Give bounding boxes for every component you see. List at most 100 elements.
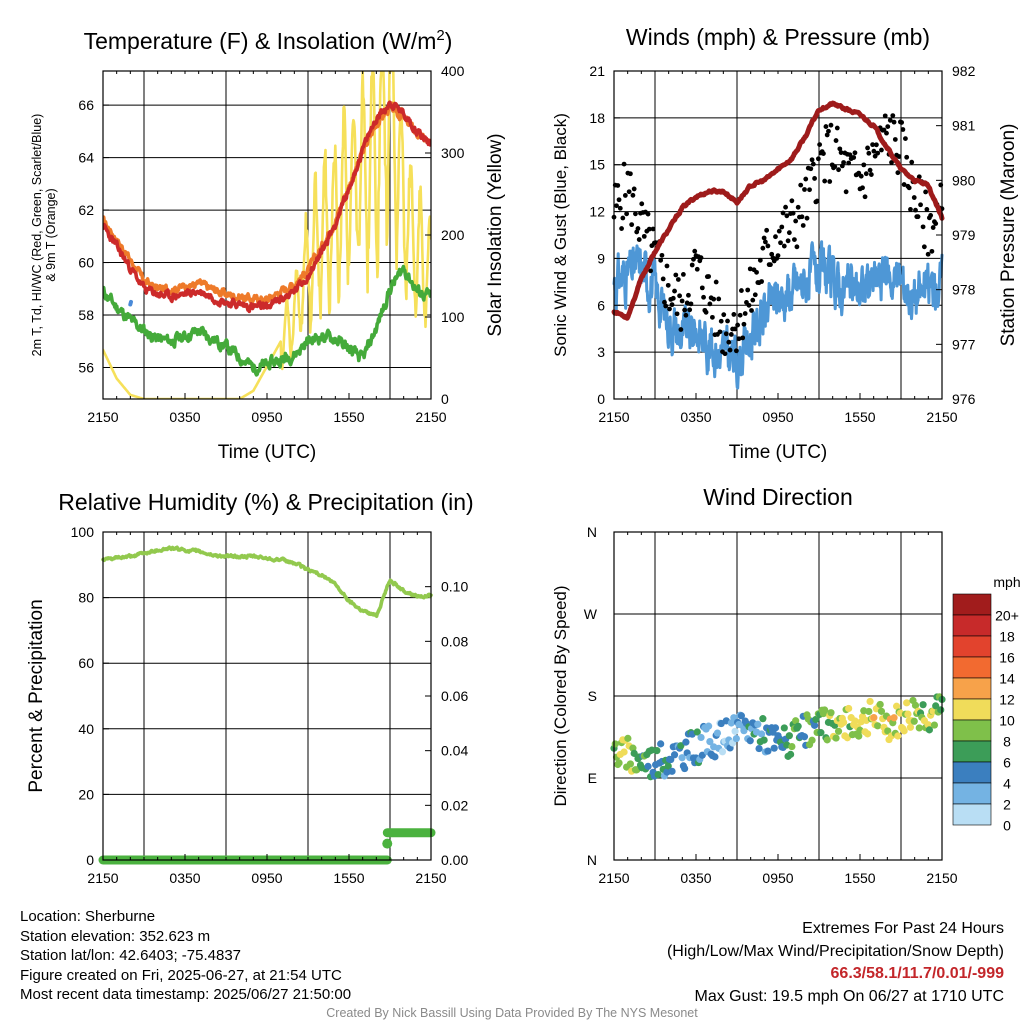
gust-point bbox=[930, 225, 936, 230]
gust-point bbox=[703, 309, 709, 315]
y2-tick-label: 980 bbox=[952, 172, 976, 188]
winds-y2label: Station Pressure (Maroon) bbox=[998, 124, 1019, 347]
rh-title: Relative Humidity (%) & Precipitation (i… bbox=[58, 489, 473, 515]
gust-point bbox=[851, 155, 857, 160]
gust-point bbox=[620, 215, 626, 221]
direction-point bbox=[657, 740, 665, 748]
direction-point bbox=[780, 724, 788, 732]
temp-title: Temperature (F) & Insolation (W/m2) bbox=[84, 27, 453, 54]
direction-point bbox=[919, 701, 927, 709]
gust-point bbox=[757, 257, 763, 263]
gust-point bbox=[659, 252, 665, 258]
gust-point bbox=[624, 211, 630, 217]
legend-label: 6 bbox=[1003, 755, 1011, 771]
y-tick-label: 62 bbox=[78, 202, 94, 218]
gust-point bbox=[731, 312, 737, 317]
gust-point bbox=[903, 136, 908, 142]
y-tick-label: W bbox=[584, 606, 598, 622]
gust-point bbox=[692, 248, 698, 254]
direction-point bbox=[755, 744, 763, 753]
gust-point bbox=[784, 213, 790, 219]
location-text: Location: Sherburne bbox=[20, 908, 156, 925]
gust-point bbox=[684, 300, 690, 306]
gust-point bbox=[833, 138, 839, 143]
gust-point bbox=[794, 244, 800, 250]
x-tick-label: 0950 bbox=[762, 870, 793, 886]
direction-point bbox=[810, 721, 819, 729]
gust-point bbox=[761, 235, 767, 241]
direction-point bbox=[834, 727, 843, 735]
gust-point bbox=[863, 171, 869, 177]
direction-point bbox=[731, 727, 739, 735]
gust-point bbox=[814, 198, 820, 204]
direction-point bbox=[925, 726, 933, 734]
direction-point bbox=[693, 728, 701, 736]
direction-point bbox=[626, 760, 635, 768]
direction-point bbox=[787, 750, 795, 758]
legend-swatch bbox=[952, 614, 992, 637]
x-tick-label: 1550 bbox=[333, 870, 364, 886]
direction-point bbox=[670, 751, 679, 759]
gust-point bbox=[701, 294, 706, 300]
y-tick-label: 3 bbox=[597, 344, 605, 360]
gust-point bbox=[665, 282, 671, 288]
gust-point bbox=[933, 221, 939, 226]
x-tick-label: 2150 bbox=[415, 409, 446, 425]
x-tick-label: 0950 bbox=[251, 409, 282, 425]
gust-point bbox=[728, 332, 734, 337]
legend-label: 4 bbox=[1003, 776, 1011, 792]
gust-point bbox=[887, 117, 893, 123]
gust-point bbox=[721, 312, 727, 318]
legend-label: 2 bbox=[1003, 797, 1011, 813]
extremes-subtitle: (High/Low/Max Wind/Precipitation/Snow De… bbox=[666, 942, 1004, 960]
winds-title: Winds (mph) & Pressure (mb) bbox=[626, 24, 930, 50]
y-tick-label: 0 bbox=[86, 852, 94, 868]
gust-point bbox=[746, 302, 752, 308]
gust-point bbox=[739, 288, 744, 293]
gust-point bbox=[688, 301, 694, 307]
winds-right-ticks: 976 977 978 979 980 981 982 bbox=[936, 63, 976, 407]
extremes-box: Extremes For Past 24 Hours (High/Low/Max… bbox=[667, 918, 1004, 1008]
gust-point bbox=[804, 215, 810, 221]
gust-point bbox=[810, 161, 816, 167]
gust-point bbox=[843, 189, 849, 195]
gust-point bbox=[710, 314, 715, 320]
y2-tick-label: 979 bbox=[952, 227, 976, 243]
gust-point bbox=[633, 211, 638, 217]
gust-point bbox=[754, 269, 759, 275]
gust-point bbox=[717, 329, 723, 335]
y2-tick-label: 977 bbox=[952, 336, 976, 352]
gust-point bbox=[852, 150, 858, 156]
gust-point bbox=[740, 335, 746, 341]
winds-left-ticks: 0 3 6 9 12 15 18 21 bbox=[589, 63, 620, 407]
wd-y-ticks: N E S W N bbox=[584, 524, 620, 868]
gust-point bbox=[924, 207, 930, 212]
direction-point bbox=[937, 706, 945, 714]
gust-point bbox=[891, 119, 897, 125]
y2-tick-label: 976 bbox=[952, 391, 976, 407]
gust-point bbox=[866, 150, 872, 156]
gust-point bbox=[716, 296, 722, 302]
gust-point bbox=[759, 279, 764, 284]
direction-point bbox=[884, 727, 892, 735]
gust-point bbox=[723, 331, 729, 337]
direction-point bbox=[794, 722, 802, 730]
gust-point bbox=[838, 150, 844, 155]
direction-point bbox=[611, 740, 619, 748]
legend-swatch bbox=[952, 593, 992, 616]
gust-point bbox=[727, 347, 733, 353]
direction-point bbox=[630, 749, 638, 757]
x-tick-label: 2150 bbox=[415, 870, 446, 886]
y-tick-label: 80 bbox=[78, 590, 94, 606]
dewpoint-line bbox=[103, 264, 431, 377]
y-tick-label: 40 bbox=[78, 721, 94, 737]
gust-point bbox=[901, 182, 907, 187]
gust-point bbox=[899, 120, 905, 125]
y-tick-label: 100 bbox=[71, 524, 95, 540]
gust-point bbox=[713, 279, 719, 285]
wd-points bbox=[610, 693, 946, 781]
gust-point bbox=[867, 167, 873, 173]
winds-lines bbox=[611, 100, 945, 390]
temp-left-ticks: 56 58 60 62 64 66 bbox=[78, 97, 109, 376]
rh-line bbox=[101, 545, 433, 618]
